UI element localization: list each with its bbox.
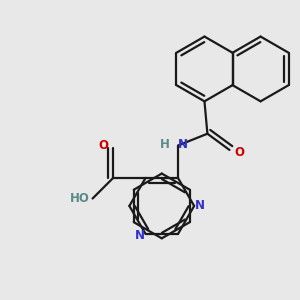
- Text: N: N: [178, 137, 188, 151]
- Text: O: O: [98, 139, 108, 152]
- Text: HO: HO: [69, 192, 89, 205]
- Text: O: O: [235, 146, 245, 159]
- Text: N: N: [194, 200, 205, 212]
- Text: N: N: [135, 229, 145, 242]
- Text: H: H: [160, 137, 170, 151]
